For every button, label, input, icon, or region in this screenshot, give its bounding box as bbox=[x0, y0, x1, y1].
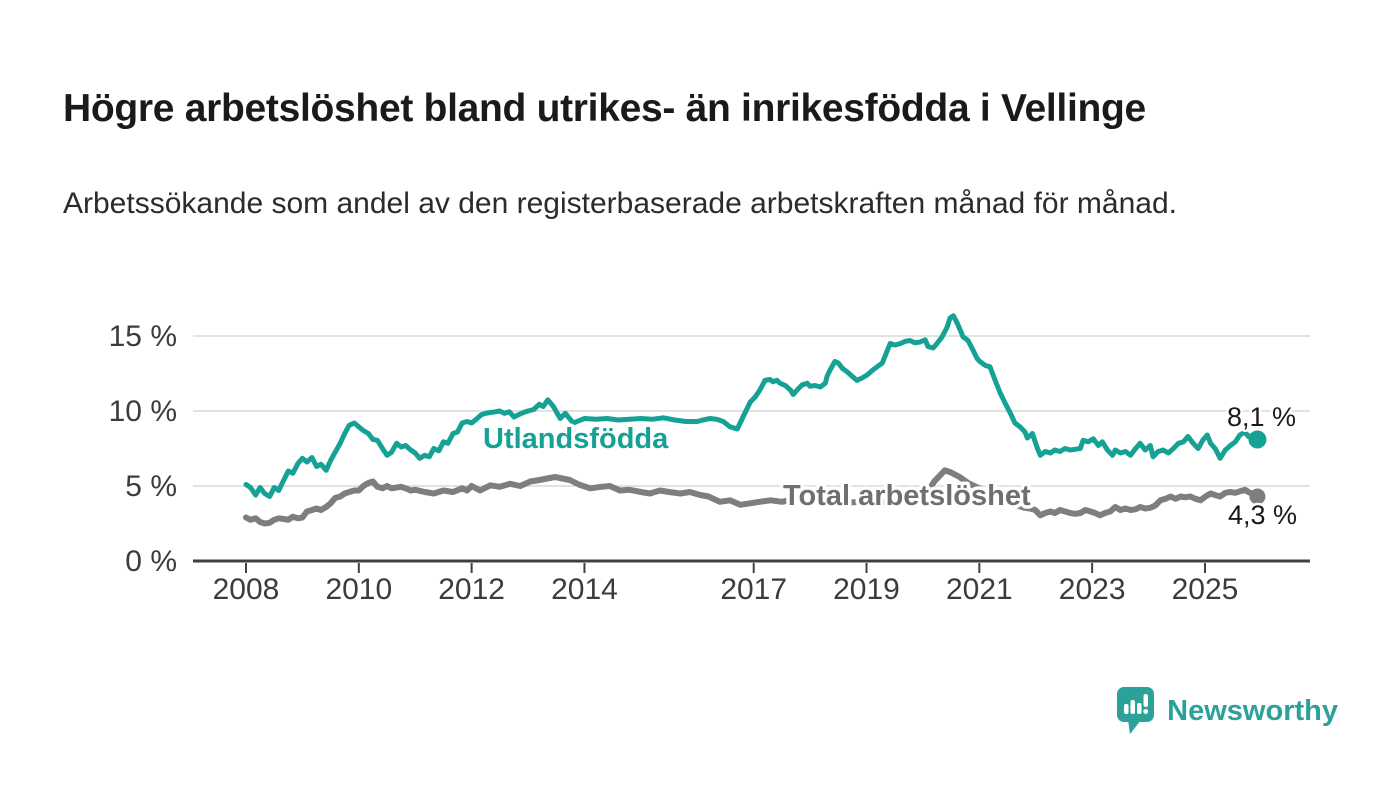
x-tick-label: 2012 bbox=[438, 573, 505, 606]
y-tick-label: 5 % bbox=[125, 470, 177, 503]
newsworthy-bar-chart-bubble-icon bbox=[1117, 687, 1155, 734]
series-lines bbox=[243, 313, 1261, 527]
series-line-0 bbox=[243, 313, 1260, 499]
x-axis: 2008 2010 2012 2014 2017 2019 2021 2023 2025 bbox=[193, 559, 1310, 606]
chart-subtitle: Arbetssökande som andel av den registerb… bbox=[63, 187, 1177, 220]
x-tick-label: 2017 bbox=[720, 573, 787, 606]
x-tick-label: 2025 bbox=[1172, 573, 1239, 606]
y-tick-label: 10 % bbox=[109, 395, 177, 428]
x-tick-label: 2014 bbox=[551, 573, 618, 606]
end-value-label-total-arbetsloshet: 4,3 % bbox=[1228, 500, 1297, 530]
series-end-dot-1 bbox=[1249, 488, 1266, 505]
series-end-dots bbox=[1248, 430, 1267, 505]
newsworthy-logo: Newsworthy bbox=[1116, 686, 1338, 736]
chart-title: Högre arbetslöshet bland utrikes- än inr… bbox=[63, 87, 1146, 131]
newsworthy-logo-text: Newsworthy bbox=[1167, 695, 1338, 727]
end-value-label-utlandsfodda: 8,1 % bbox=[1227, 402, 1296, 432]
series-end-dot-0 bbox=[1248, 430, 1267, 449]
x-tick-label: 2008 bbox=[213, 573, 280, 606]
y-tick-label: 15 % bbox=[109, 320, 177, 353]
series-line-1 bbox=[243, 467, 1261, 527]
x-tick-label: 2023 bbox=[1059, 573, 1126, 606]
gridlines bbox=[193, 335, 1310, 487]
x-tick-label: 2021 bbox=[946, 573, 1013, 606]
series-label-total-arbetsloshet: Total arbetslöshet bbox=[783, 480, 1031, 512]
y-tick-label: 0 % bbox=[125, 545, 177, 578]
y-axis-labels: 0 % 5 % 10 % 15 % bbox=[109, 320, 177, 578]
x-tick-label: 2019 bbox=[833, 573, 900, 606]
series-label-utlandsfodda: Utlandsfödda bbox=[483, 423, 669, 455]
x-tick-label: 2010 bbox=[325, 573, 392, 606]
